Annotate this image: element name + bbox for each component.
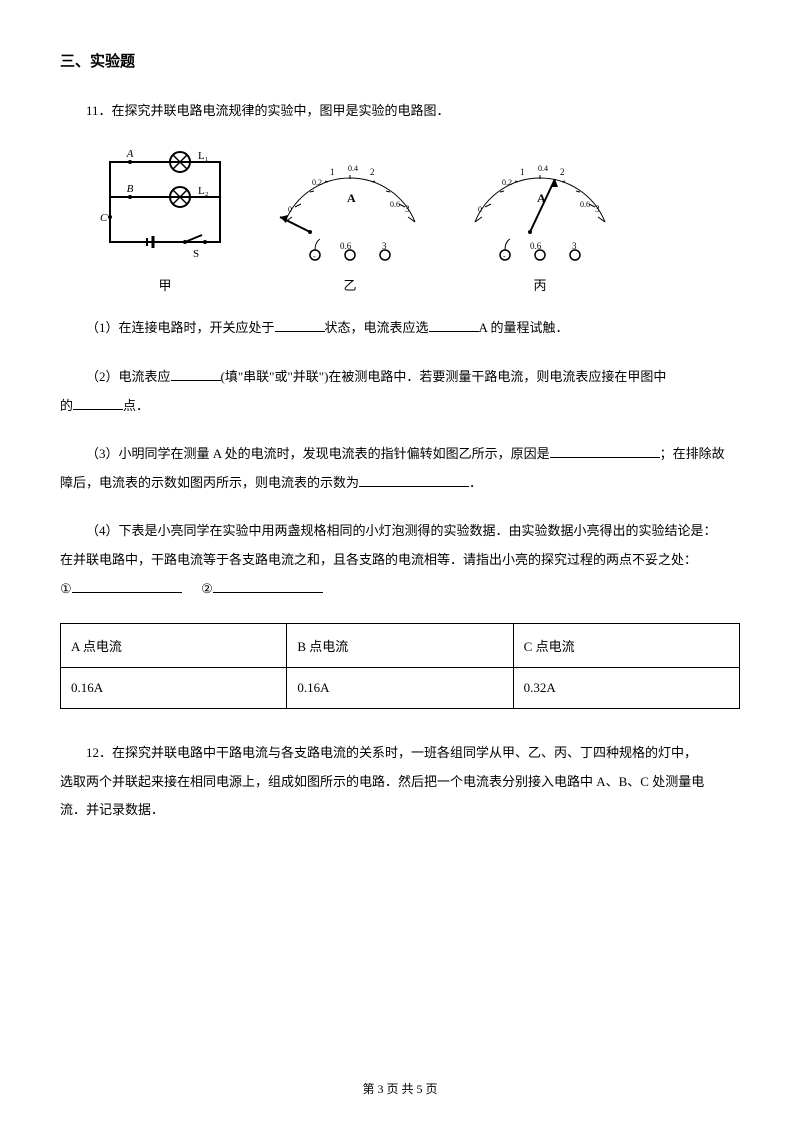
- q11-intro: 11．在探究并联电路电流规律的实验中，图甲是实验的电路图．: [60, 99, 740, 122]
- svg-text:3: 3: [405, 204, 410, 214]
- blank: [171, 367, 221, 381]
- table-cell: 0.32A: [513, 668, 739, 709]
- text: 点．: [123, 398, 149, 413]
- q11-sub2: （2）电流表应 (填"串联"或"并联")在被测电路中．若要测量干路电流，则电流表应…: [60, 363, 740, 420]
- circuit-label: 甲: [158, 275, 171, 294]
- text: ①: [60, 581, 72, 596]
- blank: [275, 318, 325, 332]
- svg-text:0: 0: [288, 205, 292, 214]
- table-cell: 0.16A: [287, 668, 513, 709]
- text: 选取两个并联起来接在相同电源上，组成如图所示的电路．然后把一个电流表分别接入电路…: [60, 774, 704, 789]
- ammeter-bing-label: 丙: [533, 275, 546, 294]
- q11-sub4: （4）下表是小亮同学在实验中用两盏规格相同的小灯泡测得的实验数据．由实验数据小亮…: [60, 517, 740, 603]
- text: 的: [60, 398, 73, 413]
- text: ．: [469, 475, 482, 490]
- text: ；在排除故: [660, 446, 725, 461]
- text: 在并联电路中，干路电流等于各支路电流之和，且各支路的电流相等．请指出小亮的探究过…: [60, 552, 697, 567]
- svg-text:S: S: [193, 248, 199, 260]
- text: （1）在连接电路时，开关应处于: [86, 320, 275, 335]
- svg-text:0.4: 0.4: [538, 164, 548, 173]
- blank: [73, 396, 123, 410]
- svg-text:L₁: L₁: [198, 150, 209, 162]
- svg-text:1: 1: [520, 167, 525, 177]
- text: 障后，电流表的示数如图丙所示，则电流表的示数为: [60, 475, 359, 490]
- ammeter-bing-svg: 0 0.2 1 0.4 2 3 0.6 A - 0.6 3: [460, 152, 620, 272]
- ammeter-yi-svg: 0 0.2 1 0.4 2 3 0.6 A - 0.6 3: [270, 152, 430, 272]
- svg-text:2: 2: [560, 167, 565, 177]
- section-title: 三、实验题: [60, 50, 740, 71]
- table-header: A 点电流: [61, 624, 287, 668]
- svg-text:3: 3: [595, 204, 600, 214]
- text: 12．在探究并联电路中干路电流与各支路电流的关系时，一班各组同学从甲、乙、丙、丁…: [86, 745, 697, 760]
- text: （3）小明同学在测量 A 处的电流时，发现电流表的指针偏转如图乙所示，原因是: [86, 446, 550, 461]
- circuit-figure: A B C L₁ L₂ S 甲: [90, 142, 240, 294]
- figures-row: A B C L₁ L₂ S 甲 0 0.2 1: [90, 142, 740, 294]
- svg-text:0.4: 0.4: [348, 164, 358, 173]
- blank: [550, 444, 660, 458]
- table-cell: 0.16A: [61, 668, 287, 709]
- blank: [429, 318, 479, 332]
- text: （2）电流表应: [86, 369, 171, 384]
- svg-text:C: C: [100, 212, 108, 224]
- svg-text:A: A: [126, 148, 134, 160]
- text: （4）下表是小亮同学在实验中用两盏规格相同的小灯泡测得的实验数据．由实验数据小亮…: [86, 523, 717, 538]
- svg-text:3: 3: [382, 241, 387, 251]
- ammeter-bing-figure: 0 0.2 1 0.4 2 3 0.6 A - 0.6 3 丙: [460, 152, 620, 294]
- svg-text:3: 3: [572, 241, 577, 251]
- q11-sub3: （3）小明同学在测量 A 处的电流时，发现电流表的指针偏转如图乙所示，原因是 ；在…: [60, 440, 740, 497]
- ammeter-yi-figure: 0 0.2 1 0.4 2 3 0.6 A - 0.6 3 乙: [270, 152, 430, 294]
- svg-text:0.2: 0.2: [502, 178, 512, 187]
- svg-text:0.6: 0.6: [340, 241, 352, 251]
- svg-text:0.6: 0.6: [390, 200, 400, 209]
- page-footer: 第 3 页 共 5 页: [0, 1080, 800, 1097]
- svg-text:0: 0: [478, 205, 482, 214]
- svg-text:A: A: [347, 191, 356, 205]
- svg-text:1: 1: [330, 167, 335, 177]
- q11-sub1: （1）在连接电路时，开关应处于 状态，电流表应选 A 的量程试触．: [60, 314, 740, 343]
- table-row: 0.16A 0.16A 0.32A: [61, 668, 740, 709]
- ammeter-yi-label: 乙: [343, 275, 356, 294]
- q12-text: 12．在探究并联电路中干路电流与各支路电流的关系时，一班各组同学从甲、乙、丙、丁…: [60, 739, 740, 825]
- table-header: B 点电流: [287, 624, 513, 668]
- text: 流．并记录数据．: [60, 802, 164, 817]
- circuit-svg: A B C L₁ L₂ S: [90, 142, 240, 272]
- svg-text:-: -: [503, 252, 506, 261]
- text: 状态，电流表应选: [325, 320, 429, 335]
- blank: [72, 579, 182, 593]
- svg-text:0.6: 0.6: [530, 241, 542, 251]
- blank: [359, 473, 469, 487]
- table-header-row: A 点电流 B 点电流 C 点电流: [61, 624, 740, 668]
- svg-text:B: B: [127, 183, 134, 195]
- svg-text:L₂: L₂: [198, 185, 209, 197]
- blank: [213, 579, 323, 593]
- svg-text:0.2: 0.2: [312, 178, 322, 187]
- table-header: C 点电流: [513, 624, 739, 668]
- text: (填"串联"或"并联")在被测电路中．若要测量干路电流，则电流表应接在甲图中: [221, 369, 667, 384]
- svg-text:0.6: 0.6: [580, 200, 590, 209]
- svg-text:2: 2: [370, 167, 375, 177]
- text: A 的量程试触．: [479, 320, 569, 335]
- text: ②: [201, 581, 213, 596]
- data-table: A 点电流 B 点电流 C 点电流 0.16A 0.16A 0.32A: [60, 623, 740, 709]
- svg-text:-: -: [313, 252, 316, 261]
